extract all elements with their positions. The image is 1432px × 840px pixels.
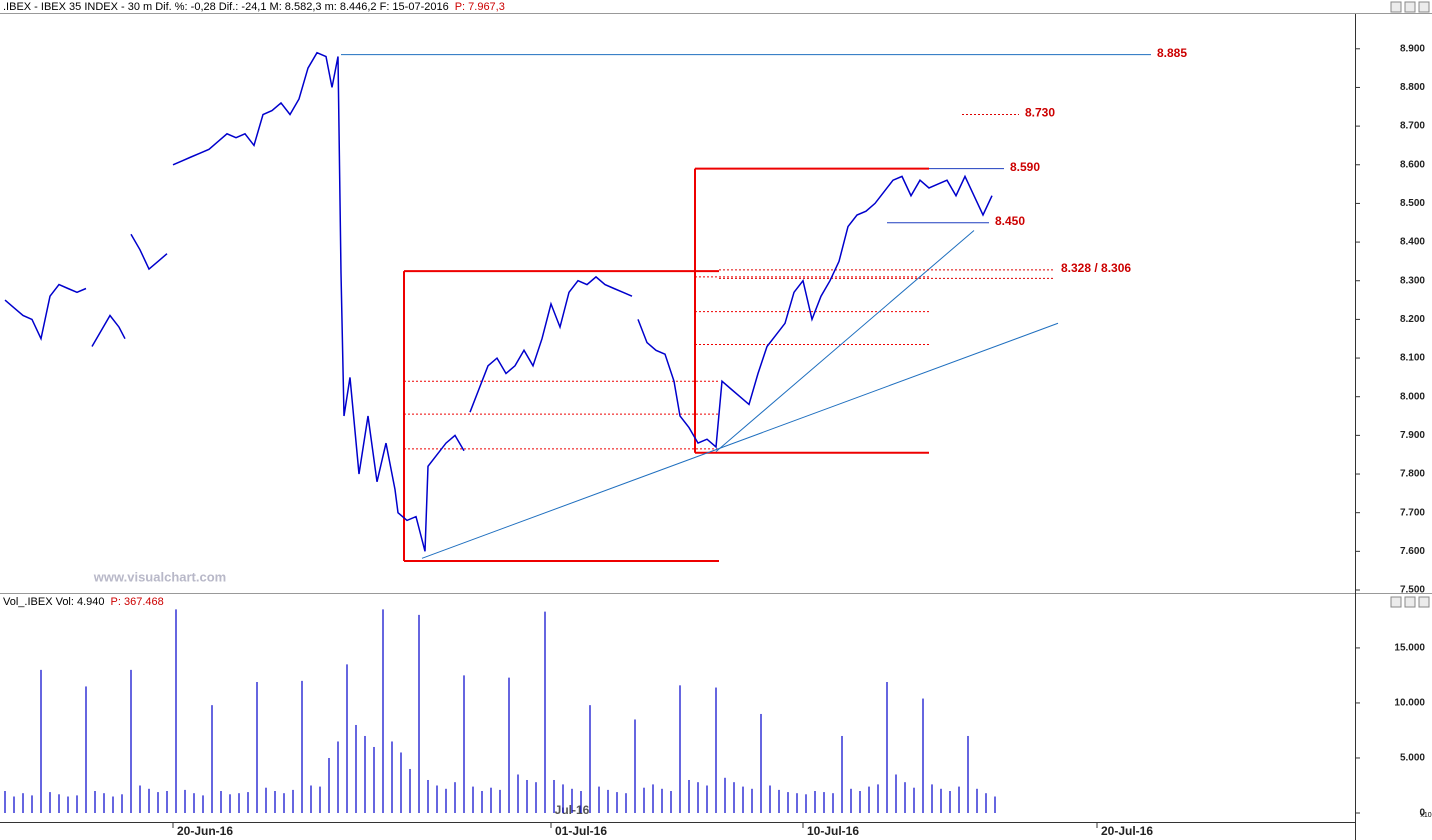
window-buttons-volume[interactable] [1390,596,1430,608]
y-tick-label: 10.000 [1394,698,1425,709]
price-line [4,51,993,552]
y-tick-label: 8.100 [1400,353,1425,364]
x-tick-label: 10-Jul-16 [807,824,859,838]
close-button[interactable] [1418,1,1430,13]
y-tick-label: 8.400 [1400,237,1425,248]
y-tick-label: 8.800 [1400,82,1425,93]
y-tick-label: 7.800 [1400,469,1425,480]
y-tick-label: 8.300 [1400,275,1425,286]
level-label: 8.328 / 8.306 [1061,261,1131,275]
x-tick-label: 20-Jul-16 [1101,824,1153,838]
y-tick-label: 8.900 [1400,43,1425,54]
window-buttons-top[interactable] [1390,1,1430,13]
scale-note: x10 [1420,812,1431,819]
y-tick-label: 5.000 [1400,753,1425,764]
minimize-button[interactable] [1390,596,1402,608]
volume-last: P: 367.468 [111,596,164,608]
y-tick-label: 8.000 [1400,391,1425,402]
close-button[interactable] [1418,596,1430,608]
y-tick-label: 7.900 [1400,430,1425,441]
y-tick-label: 8.200 [1400,314,1425,325]
level-label: 8.730 [1025,106,1055,120]
y-tick-label: 8.500 [1400,198,1425,209]
y-tick-label: 15.000 [1394,643,1425,654]
y-tick-label: 8.600 [1400,159,1425,170]
watermark: www.visualchart.com [93,569,226,584]
x-tick-label: 20-Jun-16 [177,824,233,838]
y-tick-label: 7.500 [1400,585,1425,596]
last-price: P: 7.967,3 [455,1,505,13]
y-tick-label: 8.700 [1400,121,1425,132]
trendline [421,322,1059,559]
minimize-button[interactable] [1390,1,1402,13]
y-tick-label: 7.600 [1400,546,1425,557]
volume-title: Vol_.IBEX Vol: 4.940 [3,596,105,608]
y-tick-label: 0 [1419,808,1425,819]
maximize-button[interactable] [1404,596,1416,608]
maximize-button[interactable] [1404,1,1416,13]
level-label: 8.590 [1010,160,1040,174]
y-tick-label: 7.700 [1400,507,1425,518]
level-label: 8.450 [995,214,1025,228]
x-tick-label: 01-Jul-16 [555,824,607,838]
trendline [715,230,975,452]
chart-title: .IBEX - IBEX 35 INDEX - 30 m Dif. %: -0,… [3,1,449,13]
level-label: 8.885 [1157,46,1187,60]
